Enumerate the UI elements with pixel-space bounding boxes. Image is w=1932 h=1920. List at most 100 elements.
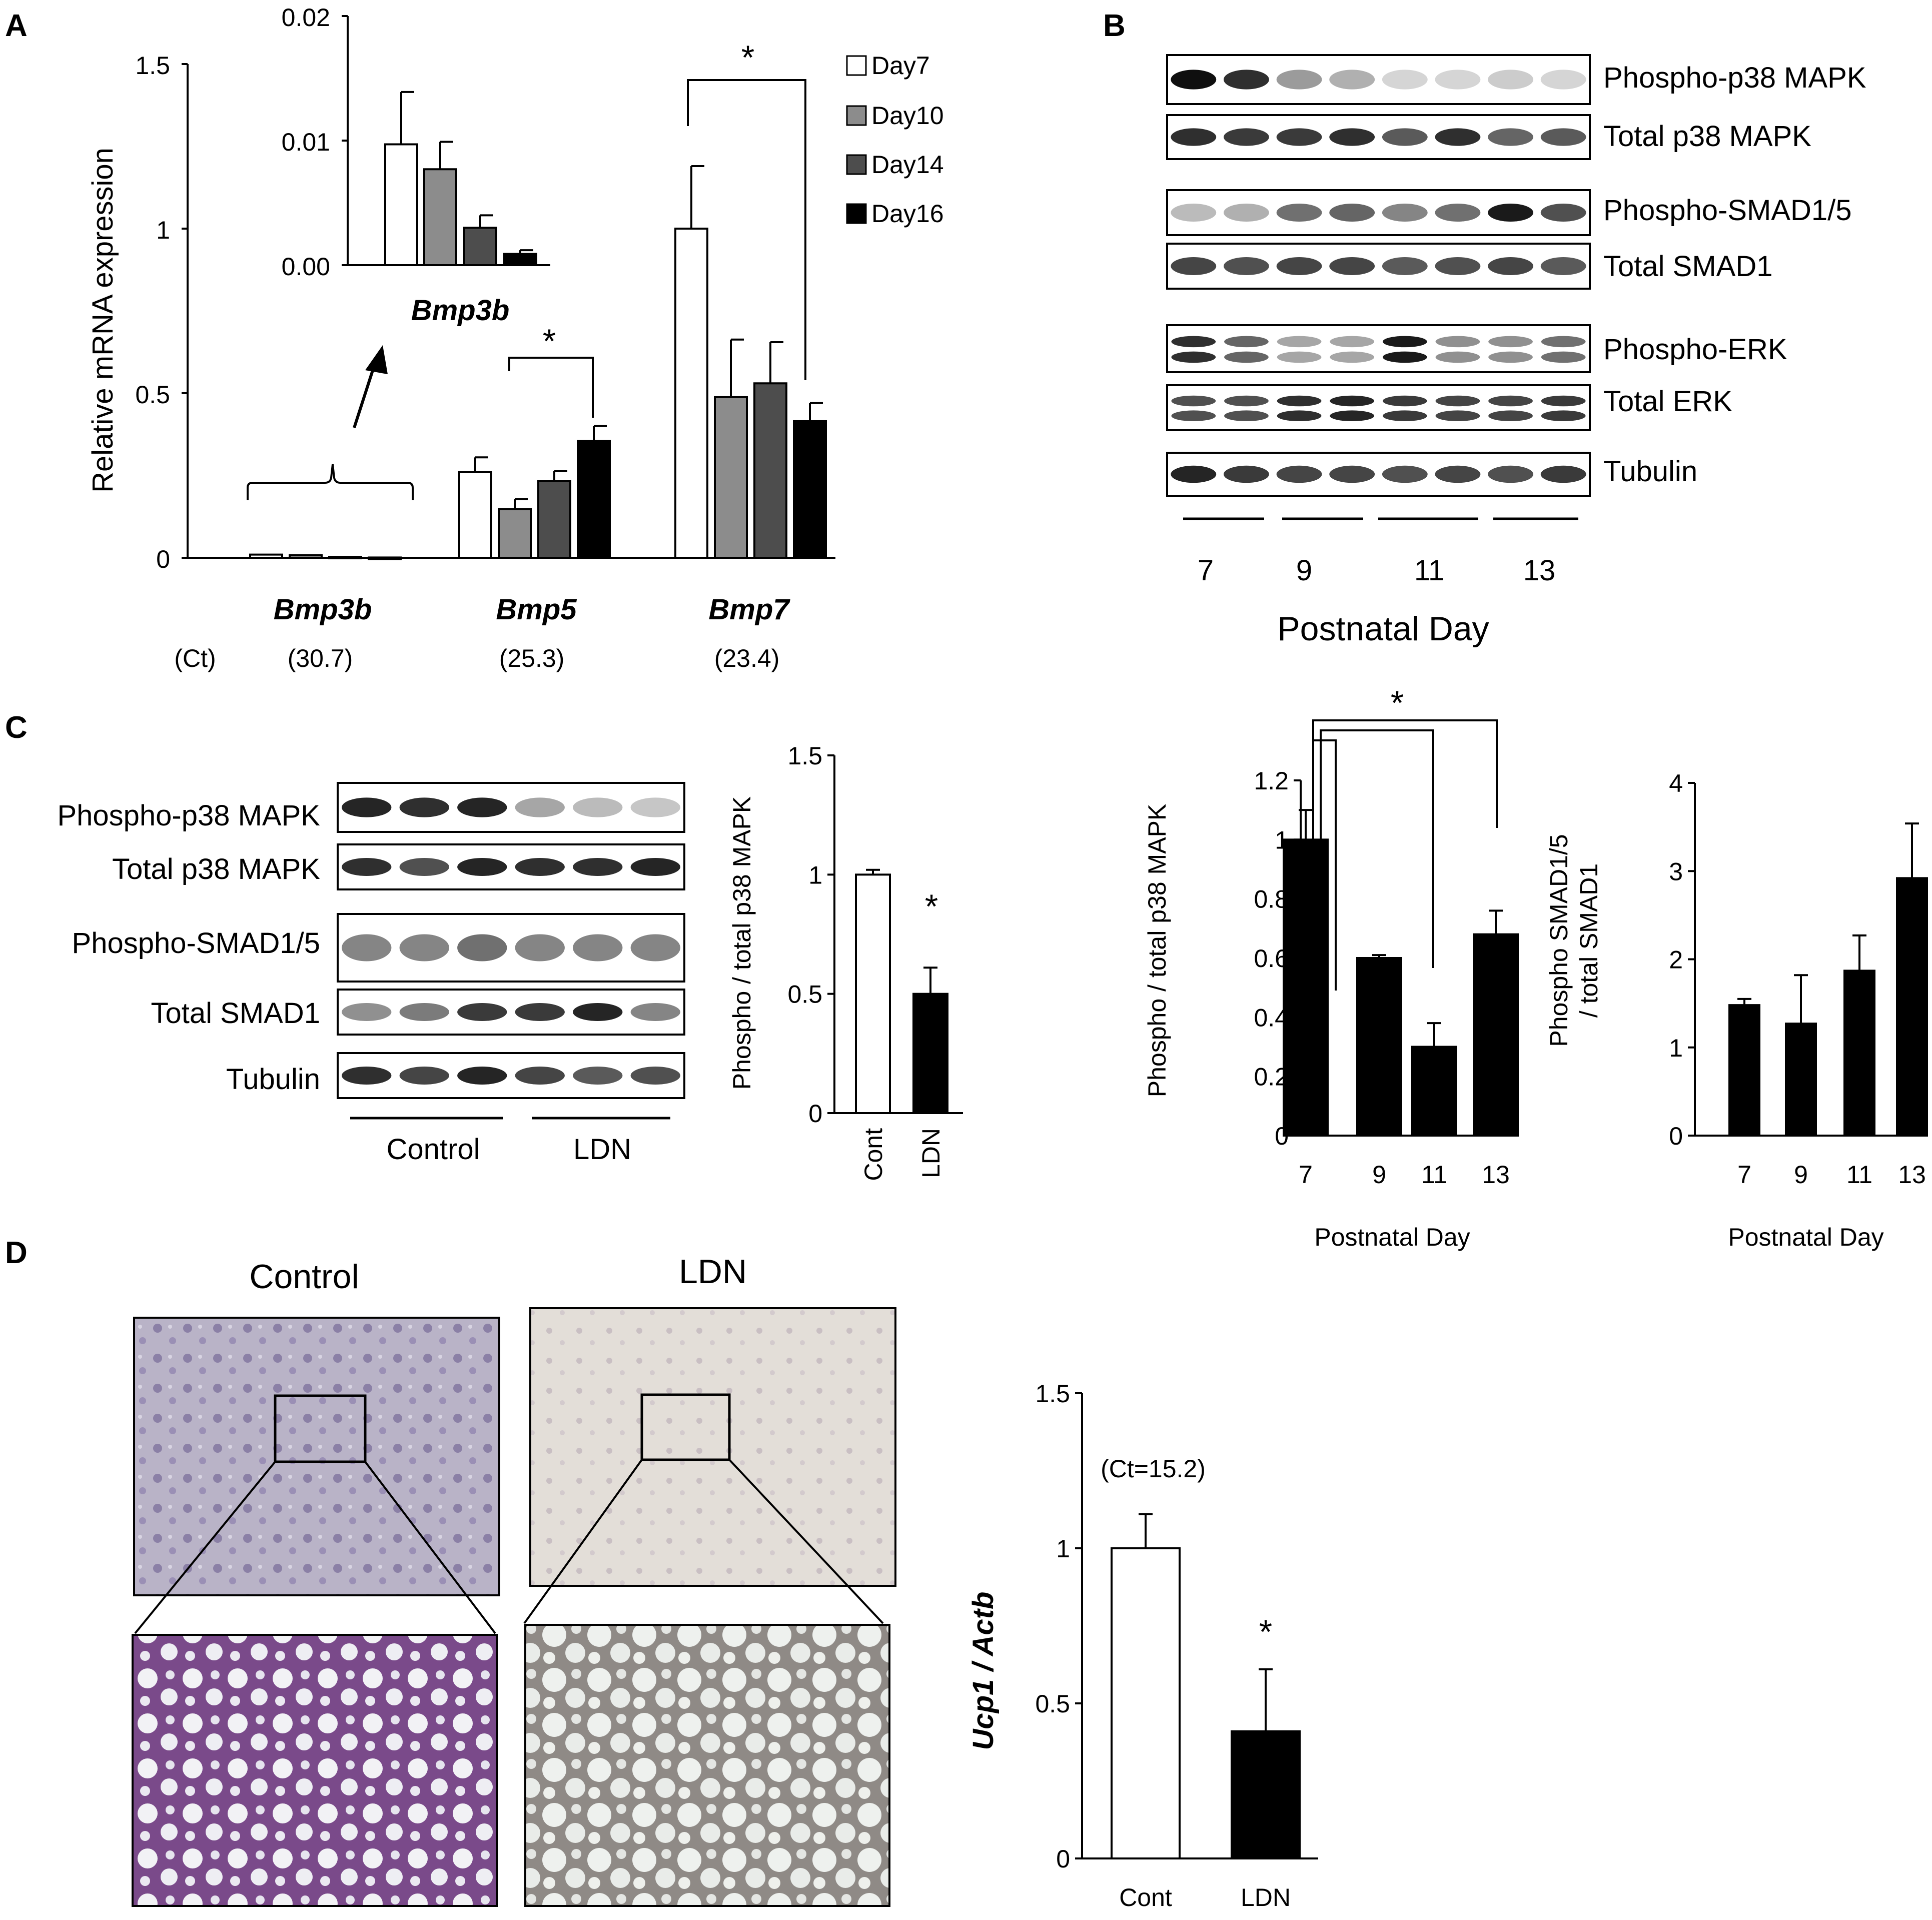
blot-b-label-6: Total ERK	[1603, 385, 1732, 418]
legend-label-day16: Day16	[871, 200, 944, 228]
blot-b-4-band	[1540, 257, 1586, 275]
blot-b-5	[1166, 324, 1591, 373]
blot-b-6-band	[1330, 410, 1375, 421]
blot-b-5-band	[1171, 351, 1216, 363]
blot-c-4-band	[342, 1003, 392, 1021]
c-chart-x-label-LDN: LDN	[917, 1128, 945, 1178]
panel-b-p38-x-label: Postnatal Day	[1314, 1223, 1470, 1251]
blot-b-6-band	[1382, 410, 1427, 421]
blot-b-label-4: Total SMAD1	[1603, 250, 1772, 283]
blot-c-4-band	[457, 1003, 507, 1021]
bmp7-significance-star: *	[741, 39, 754, 77]
blot-c-label-1: Phospho-p38 MAPK	[57, 799, 320, 832]
gene-label-bmp5: Bmp5	[496, 593, 577, 626]
panel-a-main-chart: 0 0.5 1 1.5	[135, 52, 835, 573]
blot-b-6-band	[1171, 395, 1216, 407]
a-main-bar-Bmp7-Day14	[753, 382, 787, 559]
b-smad-x-label-9: 9	[1794, 1161, 1808, 1189]
blot-b-6-band	[1171, 410, 1216, 421]
blot-b-3-band	[1488, 204, 1533, 222]
panel-b-blots: Phospho-p38 MAPK Total p38 MAPK Phospho-SM…	[1166, 54, 1866, 497]
b-smad-y-tick-label: 3	[1669, 857, 1683, 885]
blot-c-label-3: Phospho-SMAD1/5	[72, 927, 320, 959]
blot-c-5	[337, 1052, 685, 1099]
blot-b-5-band	[1541, 351, 1586, 363]
blot-day-label-11: 11	[1414, 554, 1444, 587]
blot-c-5-band	[630, 1067, 680, 1085]
panel-b-p38-chart: 00.20.40.60.811.27 9 11 13	[1254, 767, 1519, 1189]
legend-label-day14: Day14	[871, 151, 944, 179]
a-main-bar-Bmp3b-Day7	[249, 553, 283, 559]
b-p38-bar-9	[1356, 957, 1402, 1137]
panel-b-smad-y-label-line2: / total SMAD1	[1575, 863, 1603, 1018]
ct-value-bmp5: (25.3)	[499, 644, 565, 672]
b-smad-y-tick-label: 0	[1669, 1122, 1683, 1150]
blot-b-6-band	[1277, 410, 1322, 421]
panel-c-blots: Phospho-p38 MAPK Total p38 MAPK Phospho-SM…	[57, 782, 685, 1099]
b-p38-x-label-13: 13	[1482, 1161, 1510, 1189]
b-bracket-7-11	[1320, 729, 1434, 991]
blot-b-5-band	[1435, 351, 1480, 363]
ct-row-label: (Ct)	[174, 644, 216, 672]
blot-b-5-band	[1277, 336, 1322, 348]
blot-b-label-5: Phospho-ERK	[1603, 333, 1787, 366]
c-chart-y-tick-label: 0	[808, 1100, 822, 1128]
inset-arrow-line	[353, 362, 377, 428]
blot-b-5-band	[1488, 351, 1533, 363]
blot-c-5-band	[515, 1067, 565, 1085]
b-smad-x-label-13: 13	[1898, 1161, 1926, 1189]
micrograph-ldn-high-mag	[524, 1624, 890, 1907]
micrograph-control-low-mag	[133, 1317, 500, 1596]
blot-b-3-band	[1224, 204, 1269, 222]
panel-a-inset-label: Bmp3b	[411, 294, 510, 327]
b-p38-x-label-7: 7	[1299, 1161, 1313, 1189]
micrograph-title-control: Control	[249, 1258, 359, 1296]
a-main-y-tick-label: 1.5	[135, 52, 170, 80]
panel-b-smad-x-label: Postnatal Day	[1728, 1223, 1883, 1251]
a-main-y-tick-label: 0	[156, 545, 170, 573]
a-main-bar-Bmp5-Day14	[537, 480, 571, 559]
blot-c-label-2: Total p38 MAPK	[112, 853, 320, 885]
d-chart-bar-LDN	[1231, 1730, 1301, 1860]
a-inset-y-tick-label: 0.01	[282, 128, 330, 156]
panel-letter-d: D	[5, 1236, 28, 1270]
ct-value-bmp7: (23.4)	[714, 644, 780, 672]
blot-b-6-band	[1224, 410, 1269, 421]
b-smad-y-tick-label: 1	[1669, 1034, 1683, 1062]
legend-swatch-day14	[846, 154, 867, 175]
blot-c-2-band	[630, 858, 680, 876]
a-main-bar-Bmp7-Day10	[714, 396, 748, 559]
a-inset-bar-Day14	[463, 227, 497, 266]
blot-b-7-band	[1488, 465, 1533, 483]
panel-b-smad-chart: 0 1 2 3 4 7 9 11 13	[1669, 769, 1928, 1189]
blot-c-3-band	[573, 934, 623, 962]
blot-b-2-band	[1171, 128, 1217, 146]
b-smad-bar-13	[1896, 877, 1928, 1137]
blot-b-6-frame	[1166, 384, 1591, 431]
blot-c-label-5: Tubulin	[226, 1063, 320, 1096]
blot-b-3-band	[1382, 204, 1428, 222]
blot-b-1-band	[1329, 70, 1375, 90]
b-smad-y-tick-label: 4	[1669, 769, 1683, 797]
blot-c-3-band	[342, 934, 392, 962]
blot-b-5-band	[1541, 336, 1586, 348]
panel-c-chart: 0 0.5 1 1.5 Cont LDN *	[787, 742, 963, 1181]
micrograph-title-ldn: LDN	[679, 1253, 747, 1291]
blot-b-3-band	[1171, 204, 1217, 222]
blot-b-1-band	[1435, 70, 1481, 90]
a-main-bar-Bmp3b-Day16	[368, 556, 402, 560]
blot-c-4-band	[630, 1003, 680, 1021]
blot-b-label-3: Phospho-SMAD1/5	[1603, 194, 1851, 227]
panel-d-y-label: Ucp1 / Actb	[967, 1592, 1000, 1750]
panel-letter-b: B	[1103, 9, 1126, 43]
blot-b-5-band	[1382, 336, 1427, 348]
blot-c-1	[337, 782, 685, 833]
blot-b-4-band	[1329, 257, 1375, 275]
a-inset-y-tick-label: 0.00	[282, 253, 330, 281]
panel-a-legend: Day7 Day10 Day14 Day16	[846, 52, 944, 228]
micrograph-control-high-mag	[132, 1634, 498, 1907]
blot-c-4-frame	[337, 989, 685, 1036]
blot-b-3	[1166, 189, 1591, 236]
panel-a: Relative mRNA expression 00.511.5 0.000.…	[87, 4, 944, 672]
blot-b-5-band	[1435, 336, 1480, 348]
